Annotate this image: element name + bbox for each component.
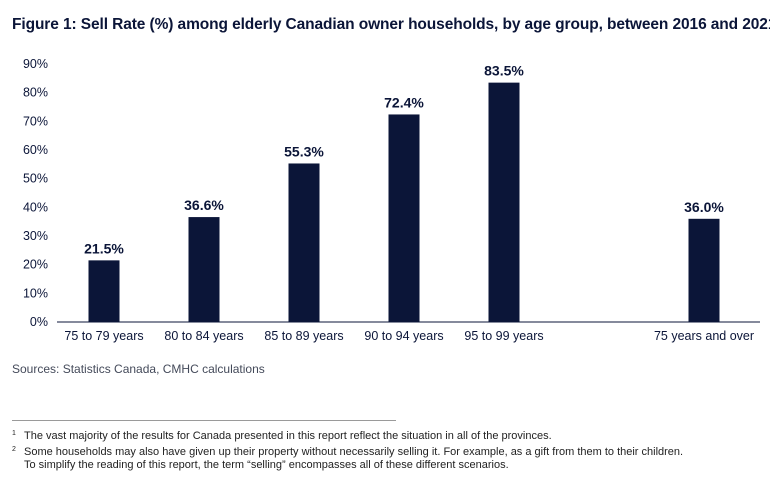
y-tick-label: 80% (23, 86, 48, 100)
chart-title: Figure 1: Sell Rate (%) among elderly Ca… (12, 16, 770, 33)
data-label: 72.4% (384, 94, 424, 110)
y-tick-label: 60% (23, 143, 48, 157)
x-tick-label: 75 to 79 years (64, 329, 143, 343)
x-tick-label: 90 to 94 years (364, 329, 443, 343)
footnote-2-text-line-2: To simplify the reading of this report, … (24, 459, 509, 471)
footnote-1: 1 The vast majority of the results for C… (12, 430, 762, 443)
data-label: 36.6% (184, 197, 224, 213)
bar (388, 114, 420, 322)
y-tick-label: 40% (23, 200, 48, 214)
footnote-divider (12, 420, 396, 421)
x-tick-label: 75 years and over (654, 329, 754, 343)
data-label: 21.5% (84, 240, 124, 256)
data-label: 36.0% (684, 199, 724, 215)
footnote-1-text: The vast majority of the results for Can… (24, 430, 552, 442)
footnote-2-number: 2 (12, 446, 16, 453)
y-tick-label: 10% (23, 286, 48, 300)
footnote-2-text-line-1: Some households may also have given up t… (24, 446, 684, 458)
x-tick-label: 80 to 84 years (164, 329, 243, 343)
bar (688, 218, 720, 322)
bar (188, 217, 220, 322)
y-tick-label: 70% (23, 114, 48, 128)
footnote-2: 2 Some households may also have given up… (12, 446, 762, 472)
bar (488, 82, 520, 322)
bar-chart: 0% 10% 20% 30% 40% 50% 60% 70% 80% 90% 21.5% 75 to … (23, 57, 760, 343)
y-tick-label: 0% (30, 315, 48, 329)
sources-note: Sources: Statistics Canada, CMHC calcula… (12, 362, 265, 376)
x-tick-label: 95 to 99 years (464, 329, 543, 343)
y-tick-label: 50% (23, 172, 48, 186)
y-tick-label: 30% (23, 229, 48, 243)
y-tick-label: 90% (23, 57, 48, 71)
bar (88, 260, 120, 322)
data-label: 83.5% (484, 63, 524, 79)
data-label: 55.3% (284, 143, 324, 159)
x-tick-label: 85 to 89 years (264, 329, 343, 343)
y-tick-label: 20% (23, 258, 48, 272)
footnote-1-number: 1 (12, 430, 16, 437)
bar (288, 163, 320, 322)
